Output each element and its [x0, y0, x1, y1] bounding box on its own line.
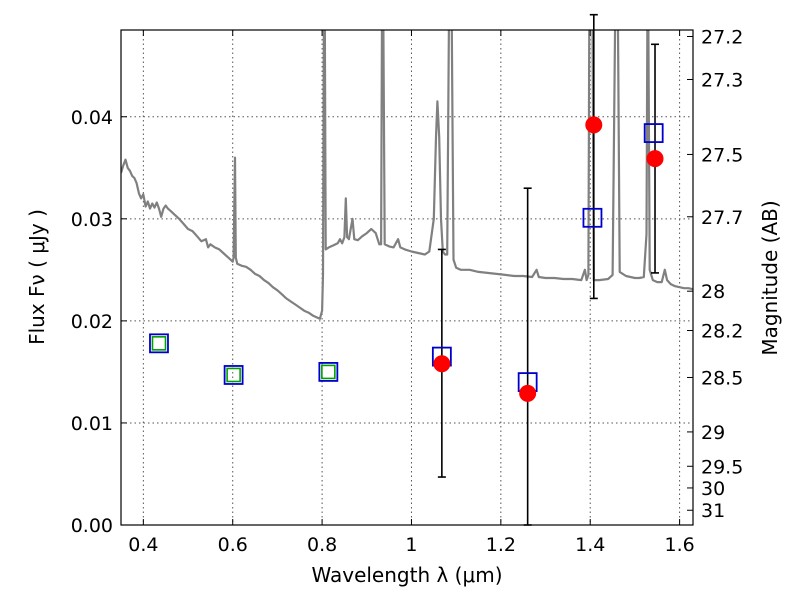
- data-series: [121, 30, 693, 320]
- right-tick-label: 29.5: [701, 456, 743, 478]
- x-axis-title: Wavelength λ (μm): [311, 563, 502, 587]
- blue-square-marker: [582, 207, 603, 228]
- y-axis-left-title: Flux Fν ( μJy ): [25, 209, 49, 345]
- right-tick-label: 29: [701, 422, 725, 444]
- red-circle-marker: [646, 150, 664, 168]
- right-tick-label: 27.2: [701, 27, 743, 49]
- green-square-marker: [151, 336, 167, 351]
- x-tick-label: 0.6: [218, 534, 248, 556]
- x-tick-label: 0.4: [128, 534, 158, 556]
- grid: [121, 30, 693, 526]
- right-tick-label: 27.7: [701, 207, 743, 229]
- right-tick-label: 28: [701, 281, 725, 303]
- x-tick-label: 1.4: [575, 534, 605, 556]
- right-tick-label: 27.5: [701, 144, 743, 166]
- right-tick-label: 30: [701, 478, 725, 500]
- blue-square-marker: [223, 365, 244, 385]
- red-circle-marker: [519, 384, 537, 402]
- blue-square-marker: [643, 123, 664, 143]
- y-axis-left-ticks: 0.00 0.01 0.02 0.03 0.04: [71, 107, 127, 537]
- green-square-marker: [321, 364, 336, 380]
- y-tick-label: 0.02: [71, 311, 113, 333]
- plot-frame: [120, 29, 694, 526]
- green-square-marker: [226, 367, 241, 383]
- x-tick-label: 1.6: [664, 534, 694, 556]
- y-tick-label: 0.01: [71, 413, 113, 435]
- x-axis-ticks: 0.4 0.6 0.8 1 1.2 1.4 1.6: [128, 30, 695, 556]
- red-circle-marker: [433, 355, 451, 373]
- blue-square-marker: [149, 333, 169, 354]
- y-tick-label: 0.03: [71, 209, 113, 231]
- markers-overflow: [149, 13, 664, 526]
- red-circle-marker: [585, 116, 603, 134]
- x-tick-label: 1: [405, 534, 417, 556]
- right-tick-label: 28.2: [701, 321, 743, 343]
- model-spectrum-line: [121, 30, 693, 320]
- right-tick-label: 31: [701, 500, 725, 522]
- x-tick-label: 0.8: [307, 534, 337, 556]
- blue-square-marker: [318, 362, 339, 382]
- y-tick-label: 0.04: [71, 107, 113, 129]
- right-tick-label: 28.5: [701, 367, 743, 389]
- right-tick-label: 27.3: [701, 69, 743, 91]
- y-axis-right-title: Magnitude (AB): [758, 200, 782, 355]
- y-tick-label: 0.00: [71, 515, 113, 537]
- x-tick-label: 1.2: [486, 534, 516, 556]
